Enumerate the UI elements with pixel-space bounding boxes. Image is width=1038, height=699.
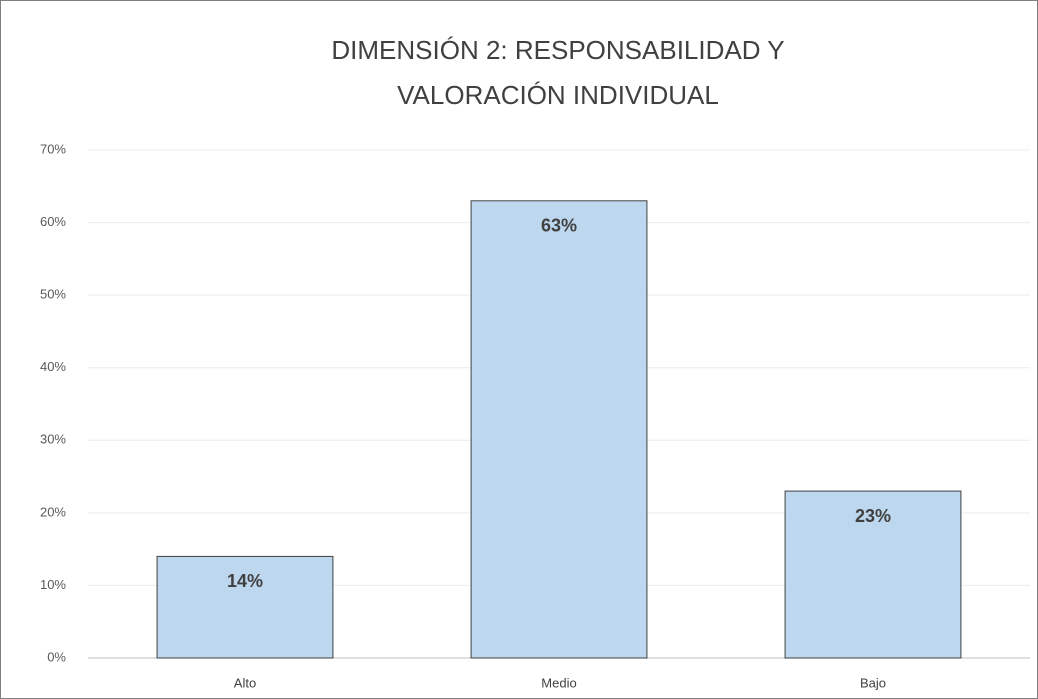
bar xyxy=(470,200,648,659)
bar xyxy=(156,555,334,659)
x-tick-label: Medio xyxy=(541,675,576,690)
data-label: 23% xyxy=(855,506,891,526)
y-tick-label: 70% xyxy=(40,141,66,156)
y-tick-label: 20% xyxy=(40,504,66,519)
y-tick-label: 50% xyxy=(40,287,66,302)
y-tick-label: 60% xyxy=(40,214,66,229)
y-tick-label: 40% xyxy=(40,359,66,374)
y-tick-label: 10% xyxy=(40,577,66,592)
data-label: 63% xyxy=(541,216,577,236)
bar xyxy=(784,490,962,659)
chart-title: VALORACIÓN INDIVIDUAL xyxy=(397,80,719,110)
y-tick-label: 30% xyxy=(40,432,66,447)
x-tick-label: Bajo xyxy=(860,675,886,690)
chart-title: DIMENSIÓN 2: RESPONSABILIDAD Y xyxy=(331,35,784,65)
data-label: 14% xyxy=(227,571,263,591)
y-tick-label: 0% xyxy=(47,649,66,664)
x-tick-label: Alto xyxy=(234,675,256,690)
